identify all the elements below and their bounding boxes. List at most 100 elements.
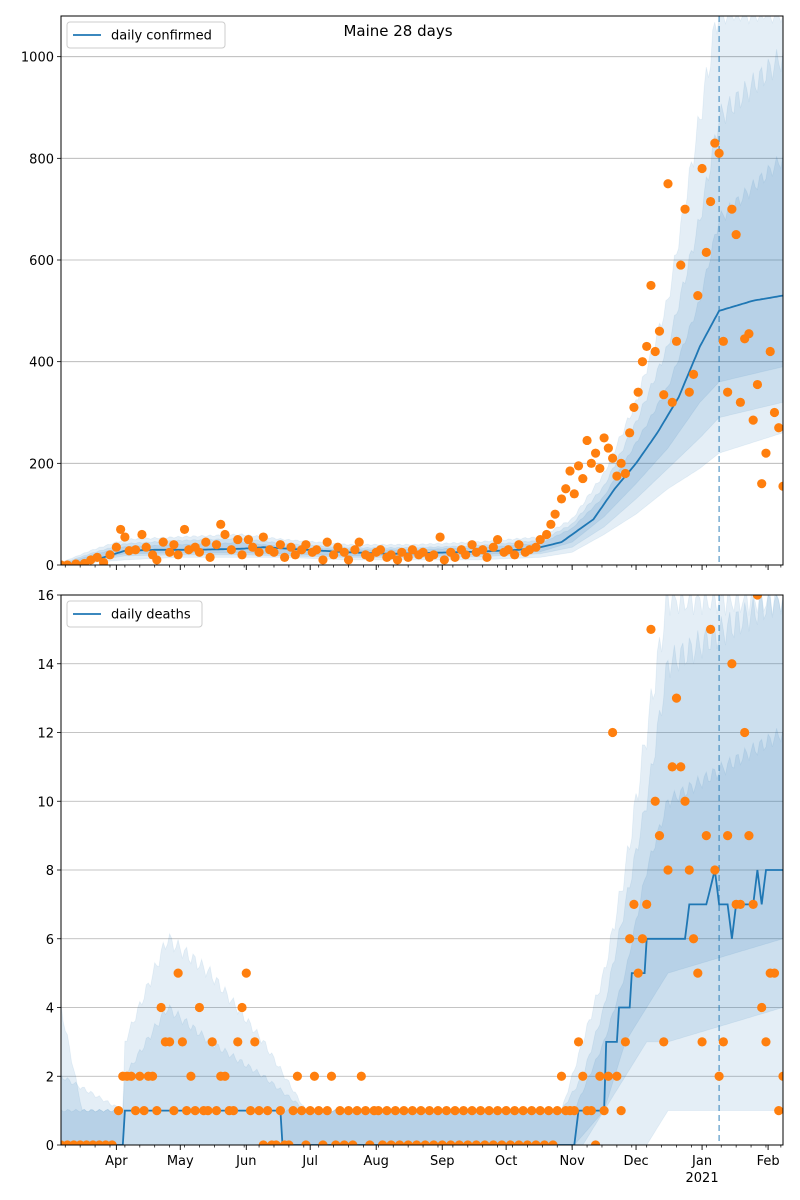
axes-frame <box>60 15 784 566</box>
legend: daily deaths <box>66 600 203 628</box>
data-point <box>98 557 109 565</box>
data-point <box>503 545 513 555</box>
data-point <box>667 762 677 772</box>
data-point <box>654 831 665 841</box>
data-point <box>113 1106 124 1116</box>
data-point <box>130 545 141 555</box>
data-point <box>612 471 622 481</box>
data-point <box>290 550 300 560</box>
data-point <box>343 1106 354 1116</box>
data-point <box>141 542 151 552</box>
deaths-panel: 0 2 4 6 8 10 12 14 16 Apr May Jun Jul Aug Sep Oct Nov Dec… <box>37 589 784 1186</box>
data-point <box>386 550 396 560</box>
data-point <box>608 727 618 738</box>
data-point <box>275 540 285 550</box>
data-point <box>493 534 503 545</box>
confidence-band <box>61 16 783 565</box>
legend-box <box>66 21 226 49</box>
data-point <box>403 1140 413 1145</box>
data-point <box>493 1106 503 1116</box>
data-point <box>158 537 168 547</box>
data-point <box>488 1140 498 1145</box>
data-point <box>254 1106 264 1116</box>
data-point <box>723 831 733 841</box>
data-point <box>497 1140 507 1145</box>
data-point <box>339 1140 349 1145</box>
data-point <box>205 552 215 562</box>
data-point <box>286 542 296 552</box>
data-point <box>314 1106 324 1116</box>
data-point <box>663 865 673 875</box>
x-tick-label: Aug <box>364 1154 389 1169</box>
data-point <box>539 1140 550 1145</box>
y-tick-label: 6 <box>46 933 54 948</box>
data-point <box>418 547 428 557</box>
data-point <box>541 529 552 540</box>
data-point <box>550 509 560 519</box>
data-point <box>62 560 72 565</box>
data-point <box>177 1037 187 1047</box>
x-tick-label: Sep <box>430 1154 455 1169</box>
data-point <box>478 545 488 555</box>
data-point <box>637 934 648 944</box>
data-point <box>245 1106 256 1116</box>
data-point <box>318 555 328 565</box>
data-point <box>165 547 175 557</box>
y-tick-label: 1000 <box>21 51 54 66</box>
data-point <box>625 428 635 438</box>
data-point <box>578 1071 588 1081</box>
data-point <box>688 934 699 944</box>
data-point <box>590 1140 601 1145</box>
data-point <box>671 693 682 703</box>
legend: daily confirmed <box>66 21 226 49</box>
data-point <box>111 542 121 552</box>
data-point <box>546 519 556 529</box>
data-point <box>71 559 81 565</box>
data-point <box>237 1002 247 1013</box>
data-point <box>375 545 386 555</box>
data-point <box>723 387 733 397</box>
data-point <box>620 468 630 479</box>
data-point <box>527 1106 537 1116</box>
data-point <box>331 1140 341 1145</box>
data-point <box>727 204 737 214</box>
data-point <box>522 1140 533 1145</box>
data-point <box>595 1071 605 1081</box>
y-tick-label: 12 <box>37 727 54 742</box>
data-point <box>194 547 205 557</box>
data-point <box>429 550 439 560</box>
data-point <box>714 148 724 158</box>
data-point <box>684 865 694 875</box>
data-point <box>156 1002 166 1013</box>
data-point <box>659 1037 669 1047</box>
data-point <box>510 1106 520 1116</box>
data-point <box>269 547 279 557</box>
data-point <box>573 1037 584 1047</box>
data-point <box>650 346 660 357</box>
legend-label: daily deaths <box>111 608 191 623</box>
data-point <box>684 387 694 397</box>
data-point <box>120 532 130 542</box>
data-point <box>92 552 102 562</box>
data-point <box>535 1106 545 1116</box>
data-point <box>642 899 652 909</box>
y-tick-label: 14 <box>37 658 54 673</box>
data-point <box>769 407 780 418</box>
data-point <box>211 1106 222 1116</box>
observed-points <box>61 138 783 565</box>
data-point <box>735 899 746 909</box>
data-point <box>765 346 775 357</box>
data-point <box>693 968 703 978</box>
data-point <box>322 1106 332 1116</box>
data-point <box>435 532 445 542</box>
data-point <box>748 899 758 909</box>
data-point <box>382 1106 392 1116</box>
data-point <box>548 1140 558 1145</box>
y-tick-label: 16 <box>37 589 54 604</box>
data-point <box>718 336 728 346</box>
data-point <box>676 762 686 772</box>
data-point <box>179 524 190 535</box>
y-tick-label: 800 <box>29 152 54 167</box>
data-point <box>603 443 613 453</box>
